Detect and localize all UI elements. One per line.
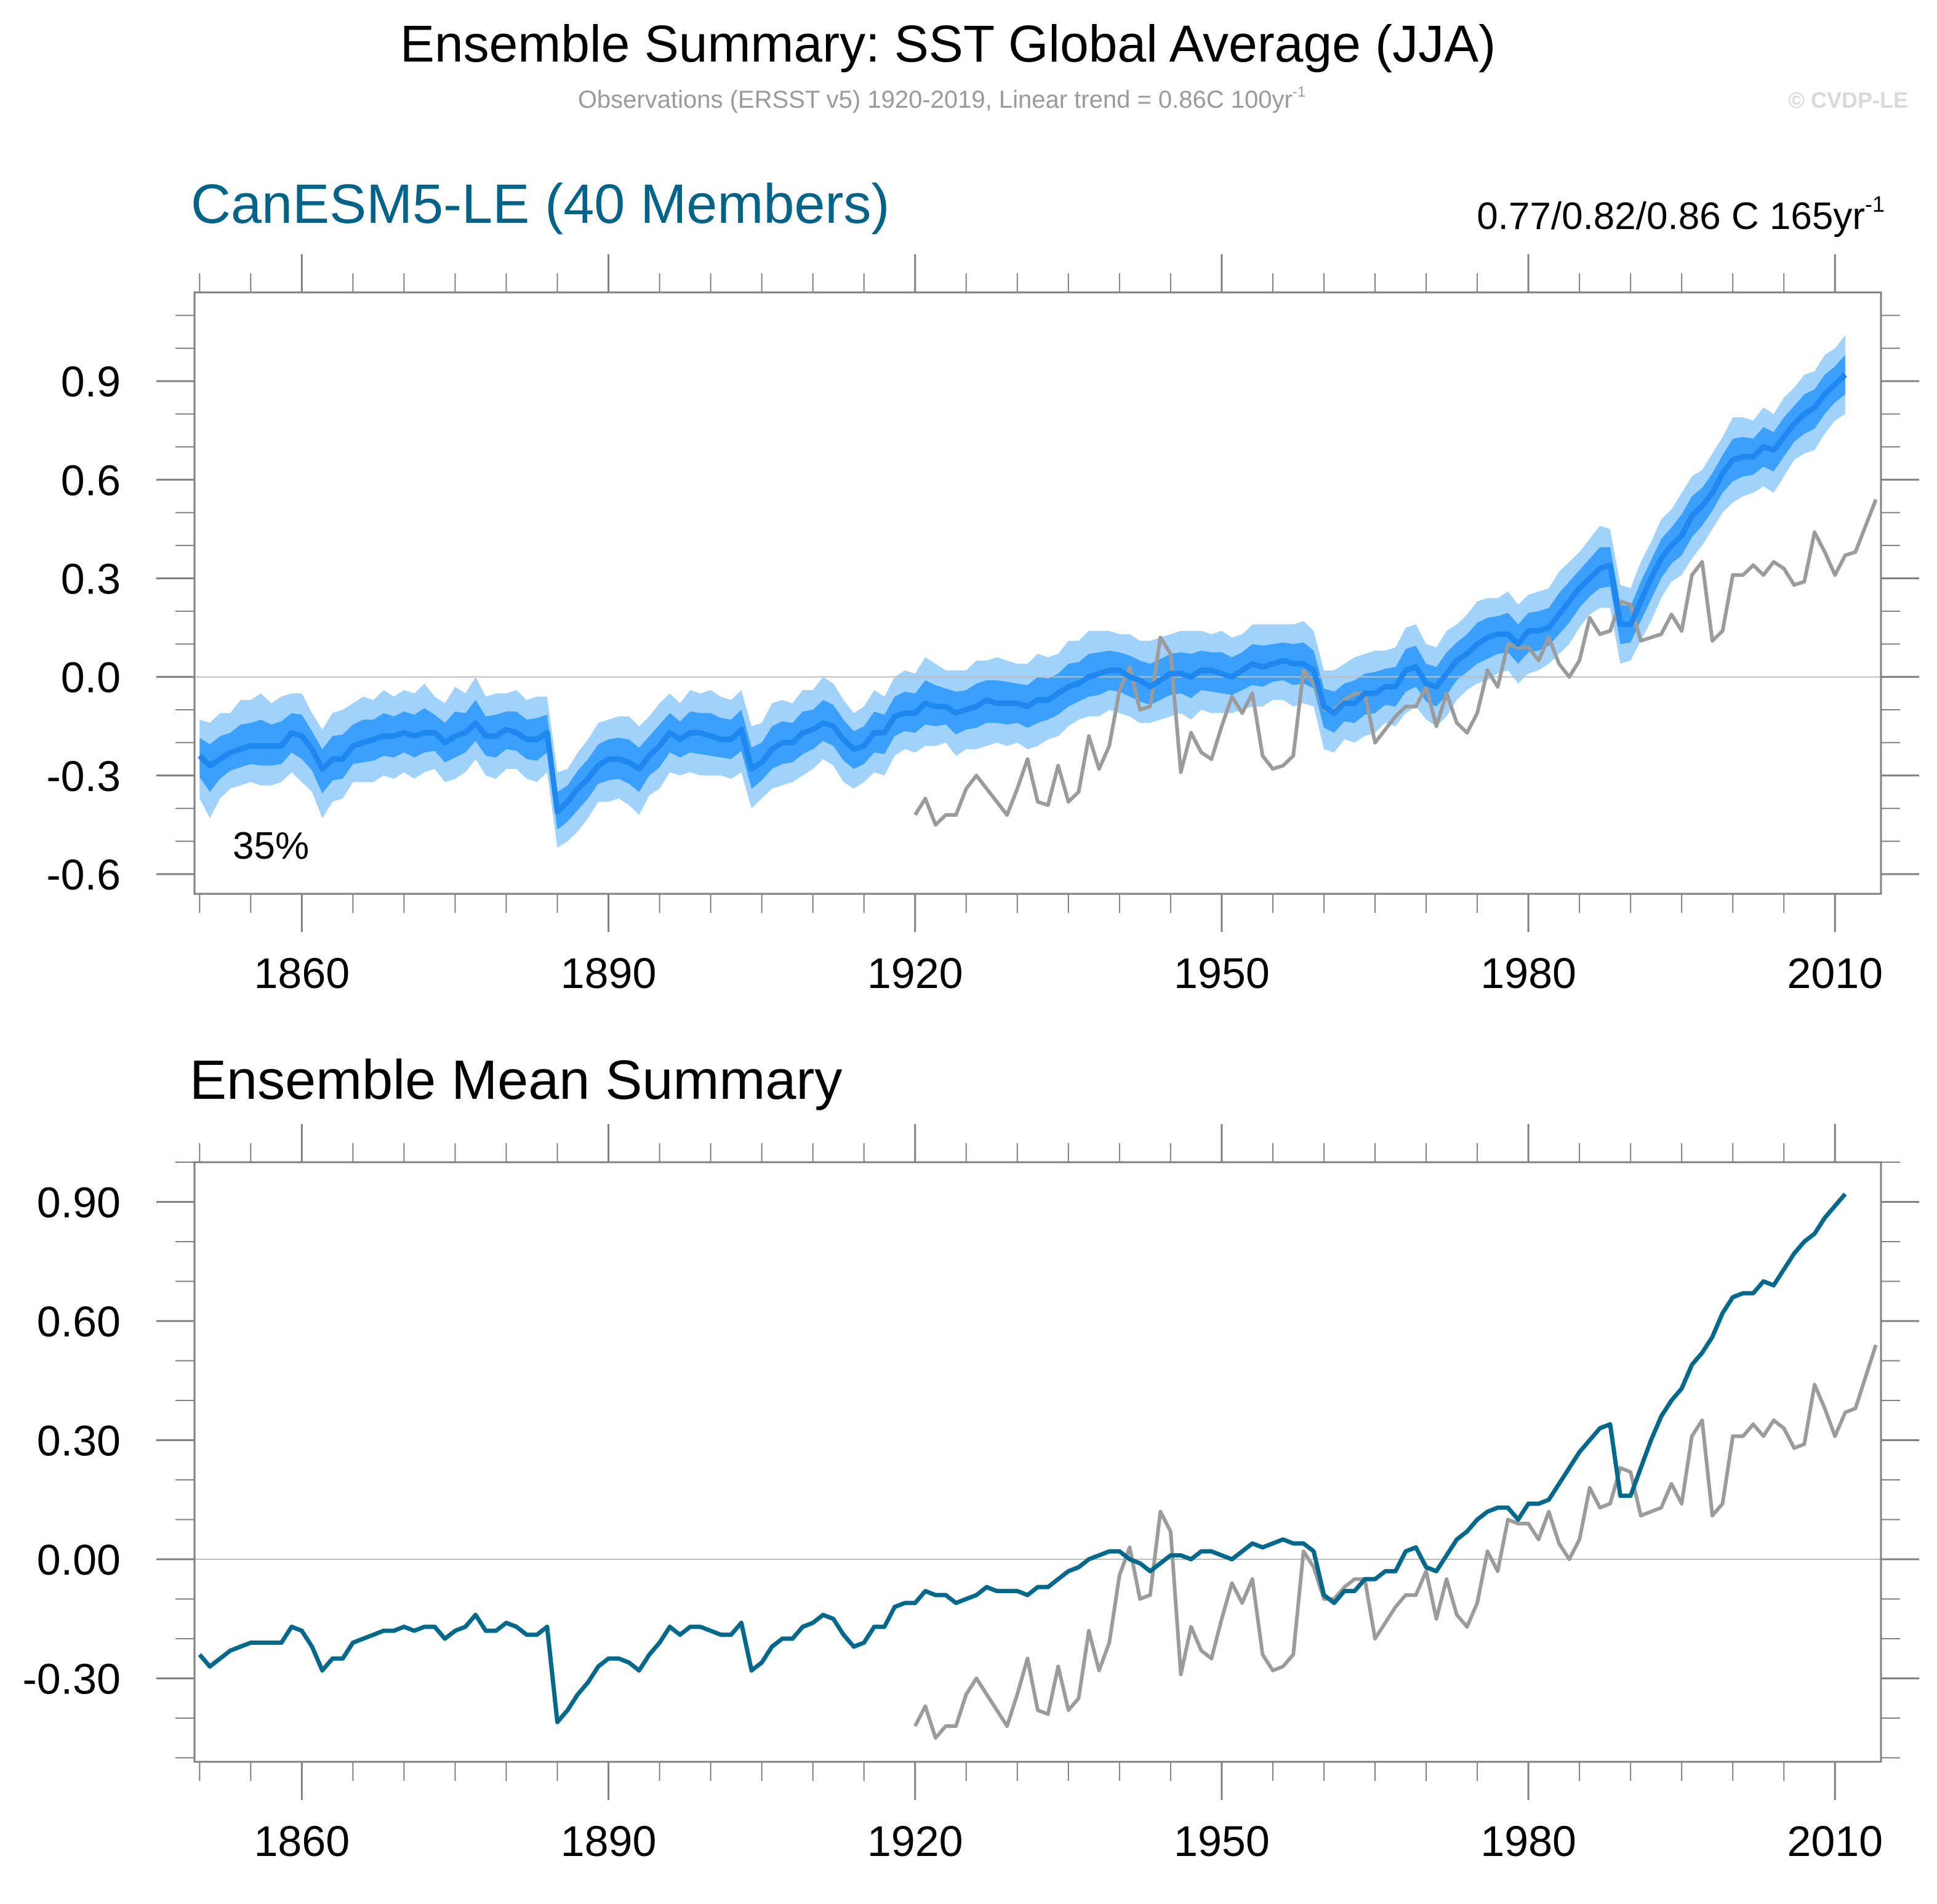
lower-ytick-label: 0.00 (37, 1536, 121, 1584)
upper-series-group (195, 335, 1881, 848)
lower-xtick-label: 1860 (254, 1817, 350, 1865)
lower-ytick-label: 0.60 (37, 1298, 121, 1346)
upper-xtick-label: 2010 (1787, 949, 1883, 997)
upper-xtick-label: 1860 (254, 949, 350, 997)
upper-xtick-label: 1950 (1174, 949, 1270, 997)
lower-ytick-label: 0.90 (37, 1179, 121, 1227)
upper-ytick-label: 0.9 (61, 358, 121, 406)
upper-ytick-label: 0.0 (61, 654, 121, 702)
upper-panel-trend-label: 0.77/0.82/0.86 C 165yr-1 (1477, 191, 1885, 238)
upper-xtick-label: 1920 (867, 949, 963, 997)
lower-ytick-label: 0.30 (37, 1417, 121, 1465)
lower-ytick-label: -0.30 (22, 1655, 121, 1703)
figure-subtitle-superscript: -1 (1293, 84, 1305, 100)
lower-xtick-label: 1980 (1480, 1817, 1576, 1865)
copyright-label: © CVDP-LE (1788, 87, 1908, 113)
lower-xtick-label: 1950 (1174, 1817, 1270, 1865)
upper-ytick-label: -0.3 (46, 752, 121, 800)
upper-panel-model-title: CanESM5-LE (40 Members) (191, 174, 889, 235)
upper-panel-percent-annotation: 35% (233, 825, 309, 867)
upper-ytick-label: 0.3 (61, 555, 121, 603)
lower-ensemble-mean-line (198, 1192, 1847, 1724)
lower-xtick-label: 2010 (1787, 1817, 1883, 1865)
upper-ytick-label: 0.6 (61, 456, 121, 504)
upper-plot-frame (193, 291, 1882, 895)
upper-panel-trend-text: 0.77/0.82/0.86 C 165yr (1477, 195, 1865, 238)
figure-subtitle: Observations (ERSST v5) 1920-2019, Linea… (578, 84, 1305, 113)
upper-plot-area: 1860 1890 1920 1950 1980 2010 -0.6 -0.3 0.0 0.3 0.… (46, 254, 1919, 997)
upper-xtick-label: 1980 (1480, 949, 1576, 997)
lower-plot-area: 1860 1890 1920 1950 1980 2010 -0.30 0.00 0.30 0.6… (22, 1124, 1919, 1865)
lower-xtick-label: 1890 (561, 1817, 657, 1865)
lower-plot-frame (193, 1161, 1882, 1763)
figure-subtitle-text: Observations (ERSST v5) 1920-2019, Linea… (578, 86, 1293, 113)
lower-observations-line (913, 1344, 1878, 1740)
upper-panel-trend-superscript: -1 (1865, 191, 1885, 217)
lower-series-group (195, 1192, 1881, 1740)
upper-ytick-label: -0.6 (46, 851, 121, 899)
lower-panel: Ensemble Mean Summary 1860 1890 1920 1950 19… (22, 1050, 1919, 1865)
upper-ensemble-mean-line (198, 372, 1848, 815)
upper-xtick-label: 1890 (561, 949, 657, 997)
figure-title: Ensemble Summary: SST Global Average (JJ… (400, 15, 1496, 73)
lower-panel-title: Ensemble Mean Summary (190, 1050, 842, 1111)
lower-xtick-label: 1920 (867, 1817, 963, 1865)
upper-panel: CanESM5-LE (40 Members) 0.77/0.82/0.86 C… (46, 174, 1919, 997)
upper-observations-line (913, 499, 1878, 827)
